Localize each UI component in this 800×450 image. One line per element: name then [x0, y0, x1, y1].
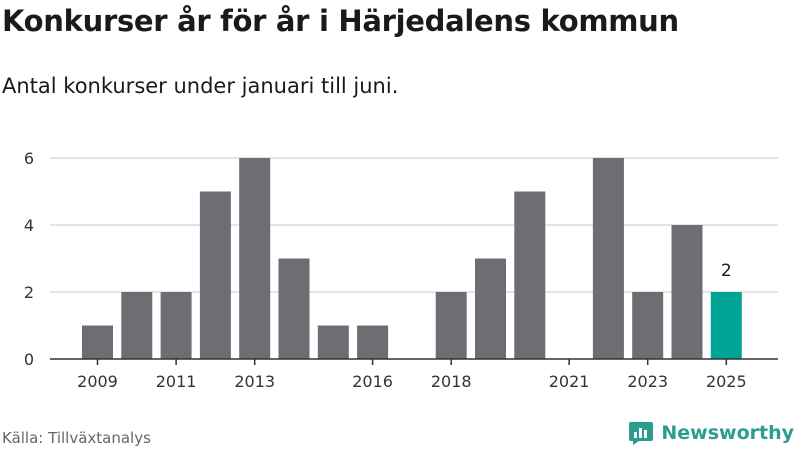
bar: [239, 158, 271, 359]
x-tick-label: 2016: [352, 372, 393, 391]
x-tick-label: 2018: [431, 372, 472, 391]
bar: [435, 292, 467, 359]
bar: [82, 325, 113, 359]
y-tick-label: 4: [24, 216, 34, 235]
bar: [671, 225, 703, 359]
x-tick-label: 2011: [156, 372, 197, 391]
bar: [199, 191, 231, 359]
y-tick-label: 2: [24, 283, 34, 302]
source-note: Källa: Tillväxtanalys: [2, 429, 151, 447]
chart-title: Konkurser år för år i Härjedalens kommun: [2, 4, 679, 38]
x-tick-label: 2025: [706, 372, 747, 391]
bar: [592, 158, 624, 359]
y-tick-label: 6: [24, 149, 34, 168]
brand-name: Newsworthy: [661, 422, 794, 444]
bar: [357, 325, 389, 359]
newsworthy-chart-bubble-icon: [629, 422, 654, 445]
x-tick-label: 2009: [77, 372, 118, 391]
bar: [514, 191, 546, 359]
bar: [632, 292, 664, 359]
chart-subtitle: Antal konkurser under januari till juni.: [2, 74, 399, 98]
y-tick-label: 0: [24, 350, 34, 369]
x-tick-label: 2021: [549, 372, 590, 391]
x-tick-label: 2023: [627, 372, 668, 391]
brand-logo: Newsworthy: [628, 420, 794, 446]
bar: [317, 325, 349, 359]
data-label: 2: [721, 261, 732, 281]
bar: [475, 258, 506, 359]
bar: [278, 258, 310, 359]
bar: [121, 292, 153, 359]
bar: [160, 292, 192, 359]
x-tick-label: 2013: [234, 372, 275, 391]
bar: [710, 292, 742, 359]
